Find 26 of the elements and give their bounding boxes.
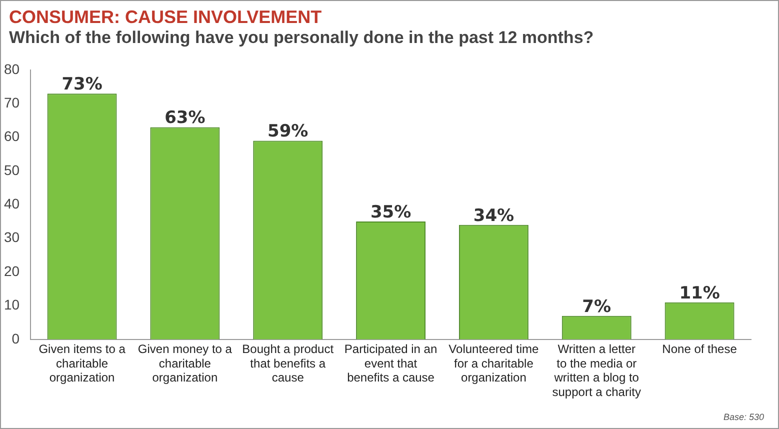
x-tick-label: Given money to a charitable organization (138, 342, 232, 385)
x-tick-label: None of these (662, 342, 738, 356)
x-tick-label: Given items to a charitable organization (38, 342, 126, 385)
data-label: 11% (679, 283, 720, 304)
data-label: 73% (62, 74, 102, 95)
chart-title: CONSUMER: CAUSE INVOLVEMENT (8, 6, 323, 28)
data-label: 34% (473, 206, 514, 226)
text: Base: 530 (723, 412, 764, 422)
data-label: 59% (268, 122, 308, 142)
y-tick-label: 50 (4, 162, 20, 178)
data-label: 63% (164, 108, 206, 128)
y-tick-label: 80 (4, 60, 20, 77)
x-tick-label: Bought a product that benefits a cause (242, 342, 334, 385)
x-tick-label: Written a letter to the media or written a blog to support a charity (552, 342, 641, 400)
chart-subtitle: Which of the following have you personally done in the past 12 months? (8, 28, 595, 48)
y-tick-label: 40 (4, 196, 20, 212)
y-tick-label: 20 (4, 262, 20, 279)
y-tick-label: 10 (4, 296, 20, 313)
x-tick-label: Volunteered time for a charitable organization (448, 342, 540, 385)
data-label: 7% (582, 296, 612, 317)
y-tick-label: 30 (4, 229, 20, 246)
x-tick-label: Participated in an event that benefits a cause (344, 342, 438, 385)
y-tick-label: 60 (4, 128, 20, 144)
y-tick-label: 70 (4, 94, 20, 111)
data-label: 35% (370, 202, 412, 223)
y-tick-label: 0 (12, 330, 20, 346)
